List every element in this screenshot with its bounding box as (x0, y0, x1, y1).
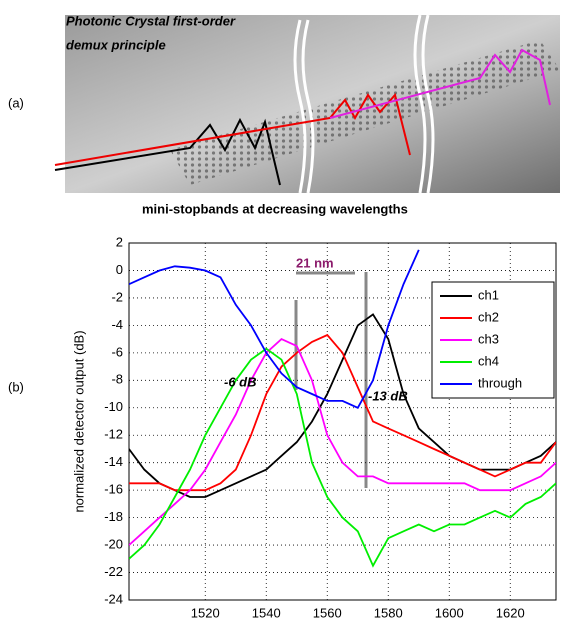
chart-area (128, 242, 557, 601)
y-tick-label: -16 (104, 482, 123, 497)
y-tick-label: 0 (116, 262, 123, 277)
y-tick-label: -14 (104, 454, 123, 469)
y-tick-label: -8 (111, 372, 123, 387)
legend-label: ch3 (478, 331, 499, 346)
figure-title: demux principle (66, 37, 166, 52)
x-tick-label: 1540 (252, 605, 281, 620)
caption: mini-stopbands at decreasing wavelengths (142, 201, 408, 216)
y-axis-label: normalized detector output (dB) (71, 330, 86, 512)
y-tick-label: -4 (111, 317, 123, 332)
y-tick-label: -10 (104, 399, 123, 414)
x-tick-label: 1580 (374, 605, 403, 620)
legend-label: ch1 (478, 287, 499, 302)
y-tick-label: 2 (116, 234, 123, 249)
legend-label: ch2 (478, 309, 499, 324)
x-tick-label: 1600 (435, 605, 464, 620)
legend-box (431, 281, 555, 399)
sem-image (54, 14, 560, 194)
series-line (129, 313, 556, 498)
x-tick-label: 1620 (496, 605, 525, 620)
y-tick-label: -12 (104, 427, 123, 442)
annotation: -13 dB (368, 388, 408, 403)
panel-label: (a) (8, 95, 24, 110)
annotation: 21 nm (296, 255, 334, 270)
y-tick-label: -22 (104, 564, 123, 579)
x-tick-label: 1520 (191, 605, 220, 620)
series-line (129, 333, 556, 492)
y-tick-label: -18 (104, 509, 123, 524)
y-tick-label: -6 (111, 344, 123, 359)
y-tick-label: -2 (111, 289, 123, 304)
series-line (129, 249, 420, 409)
x-tick-label: 1560 (313, 605, 342, 620)
panel-label: (b) (8, 379, 24, 394)
plot (129, 249, 556, 568)
y-tick-label: -24 (104, 591, 123, 606)
series-line (129, 347, 556, 568)
legend-label: ch4 (478, 353, 499, 368)
annotation: -6 dB (224, 374, 257, 389)
figure-title: Photonic Crystal first-order (66, 13, 236, 28)
x-axis-label: wavelength (nm) (293, 623, 390, 626)
legend-label: through (478, 375, 522, 390)
y-tick-label: -20 (104, 537, 123, 552)
series-line (129, 338, 556, 546)
